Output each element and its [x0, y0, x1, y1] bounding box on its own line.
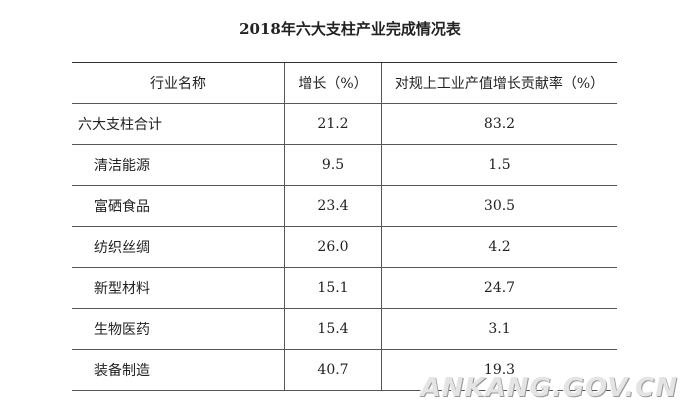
table-cell: 19.3: [381, 349, 617, 391]
table-cell: 26.0: [284, 226, 382, 268]
table-cell: 装备制造: [72, 349, 285, 391]
table-cell: 六大支柱合计: [72, 103, 285, 145]
table-row: 富硒食品 23.4 30.5: [72, 185, 617, 227]
table-row: 清洁能源 9.5 1.5: [72, 144, 617, 186]
header-cell: 对规上工业产值增长贡献率（%）: [381, 62, 617, 104]
table-cell: 83.2: [381, 103, 617, 145]
table-cell: 40.7: [284, 349, 382, 391]
table-cell: 23.4: [284, 185, 382, 227]
table-cell: 纺织丝绸: [72, 226, 285, 268]
table-row: 纺织丝绸 26.0 4.2: [72, 226, 617, 268]
table-cell: 24.7: [381, 267, 617, 309]
header-cell: 增长（%）: [284, 62, 382, 104]
table-row: 生物医药 15.4 3.1: [72, 308, 617, 350]
table-cell: 15.4: [284, 308, 382, 350]
header-cell: 行业名称: [72, 62, 285, 104]
table-cell: 富硒食品: [72, 185, 285, 227]
table-cell: 30.5: [381, 185, 617, 227]
table: 行业名称 增长（%） 对规上工业产值增长贡献率（%） 六大支柱合计 21.2 83.2 清洁…: [72, 62, 617, 391]
table-cell: 清洁能源: [72, 144, 285, 186]
table-title: 2018年六大支柱产业完成情况表: [239, 20, 461, 38]
table-cell: 15.1: [284, 267, 382, 309]
table-row: 装备制造 40.7 19.3: [72, 349, 617, 391]
table-cell: 新型材料: [72, 267, 285, 309]
table-cell: 9.5: [284, 144, 382, 186]
table-row: 六大支柱合计 21.2 83.2: [72, 103, 617, 145]
table-cell: 4.2: [381, 226, 617, 268]
table-cell: 3.1: [381, 308, 617, 350]
table-row: 新型材料 15.1 24.7: [72, 267, 617, 309]
table-cell: 生物医药: [72, 308, 285, 350]
header-row: 行业名称 增长（%） 对规上工业产值增长贡献率（%）: [72, 62, 617, 104]
table-cell: 21.2: [284, 103, 382, 145]
watermark: ANKANG.GOV.CN: [420, 373, 678, 403]
table-cell: 1.5: [381, 144, 617, 186]
